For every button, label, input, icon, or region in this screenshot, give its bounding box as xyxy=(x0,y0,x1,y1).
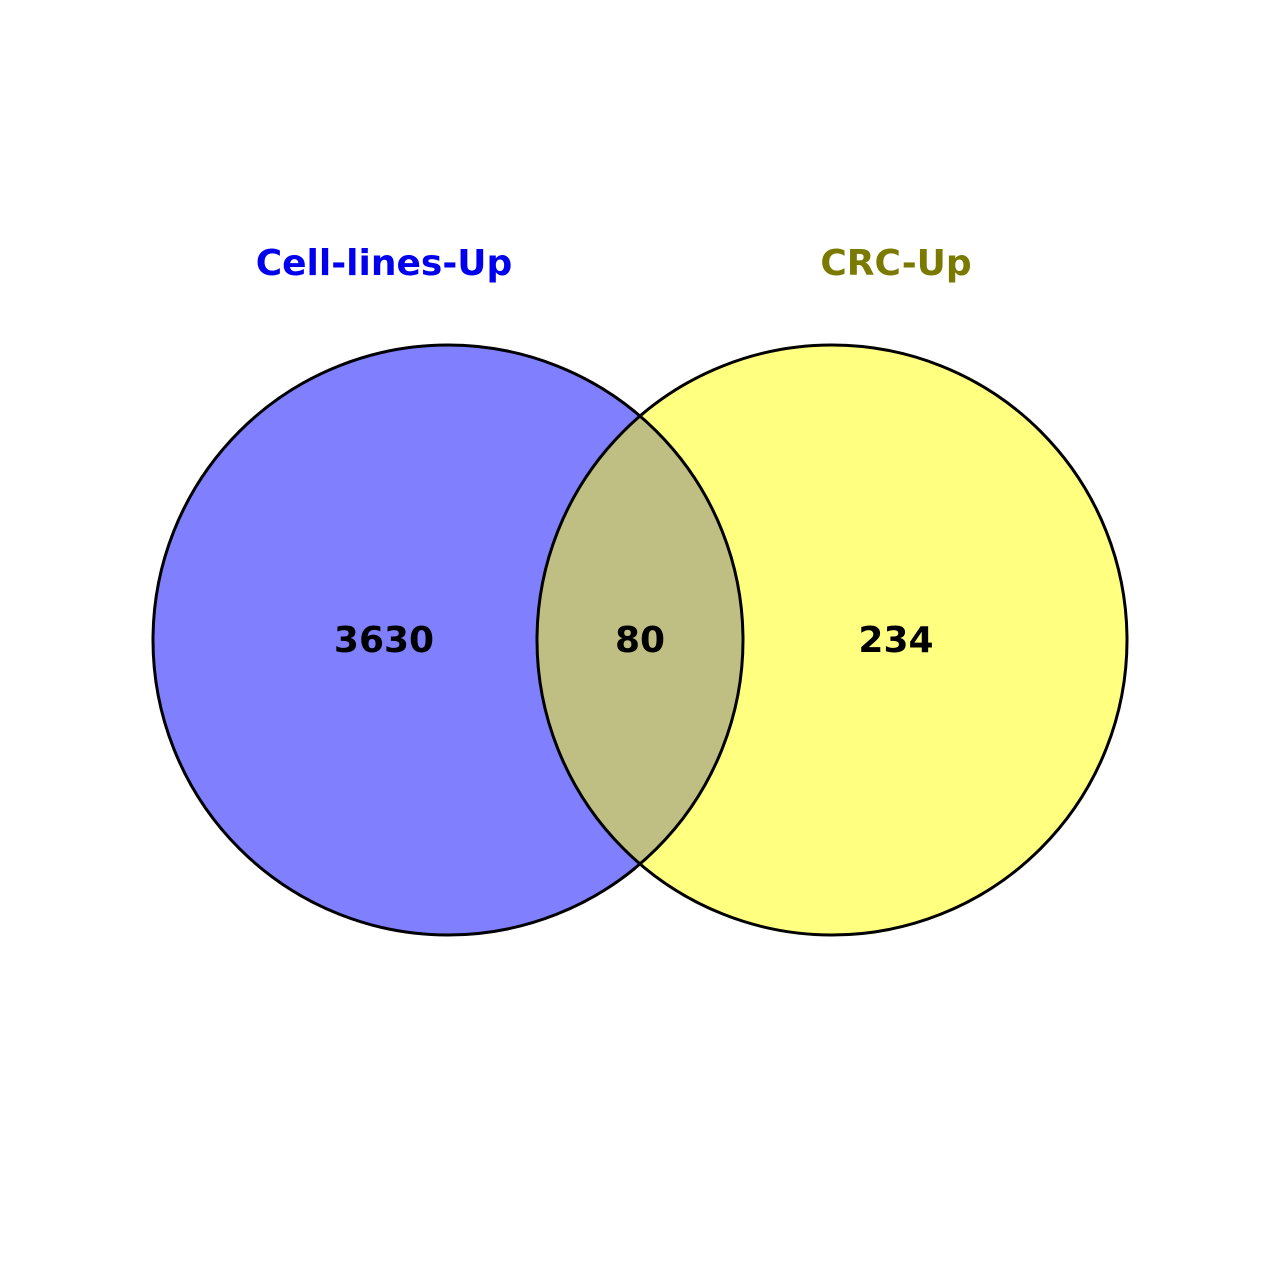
intersection-count: 80 xyxy=(615,620,665,661)
set-a-outline xyxy=(151,343,745,937)
intersection-region xyxy=(537,345,743,935)
set-b-outline xyxy=(535,343,1129,937)
set-a-only-count: 3630 xyxy=(334,620,434,661)
set-b-label: CRC-Up xyxy=(820,243,971,284)
set-b-only-count: 234 xyxy=(858,620,933,661)
set-a-label: Cell-lines-Up xyxy=(256,243,513,284)
